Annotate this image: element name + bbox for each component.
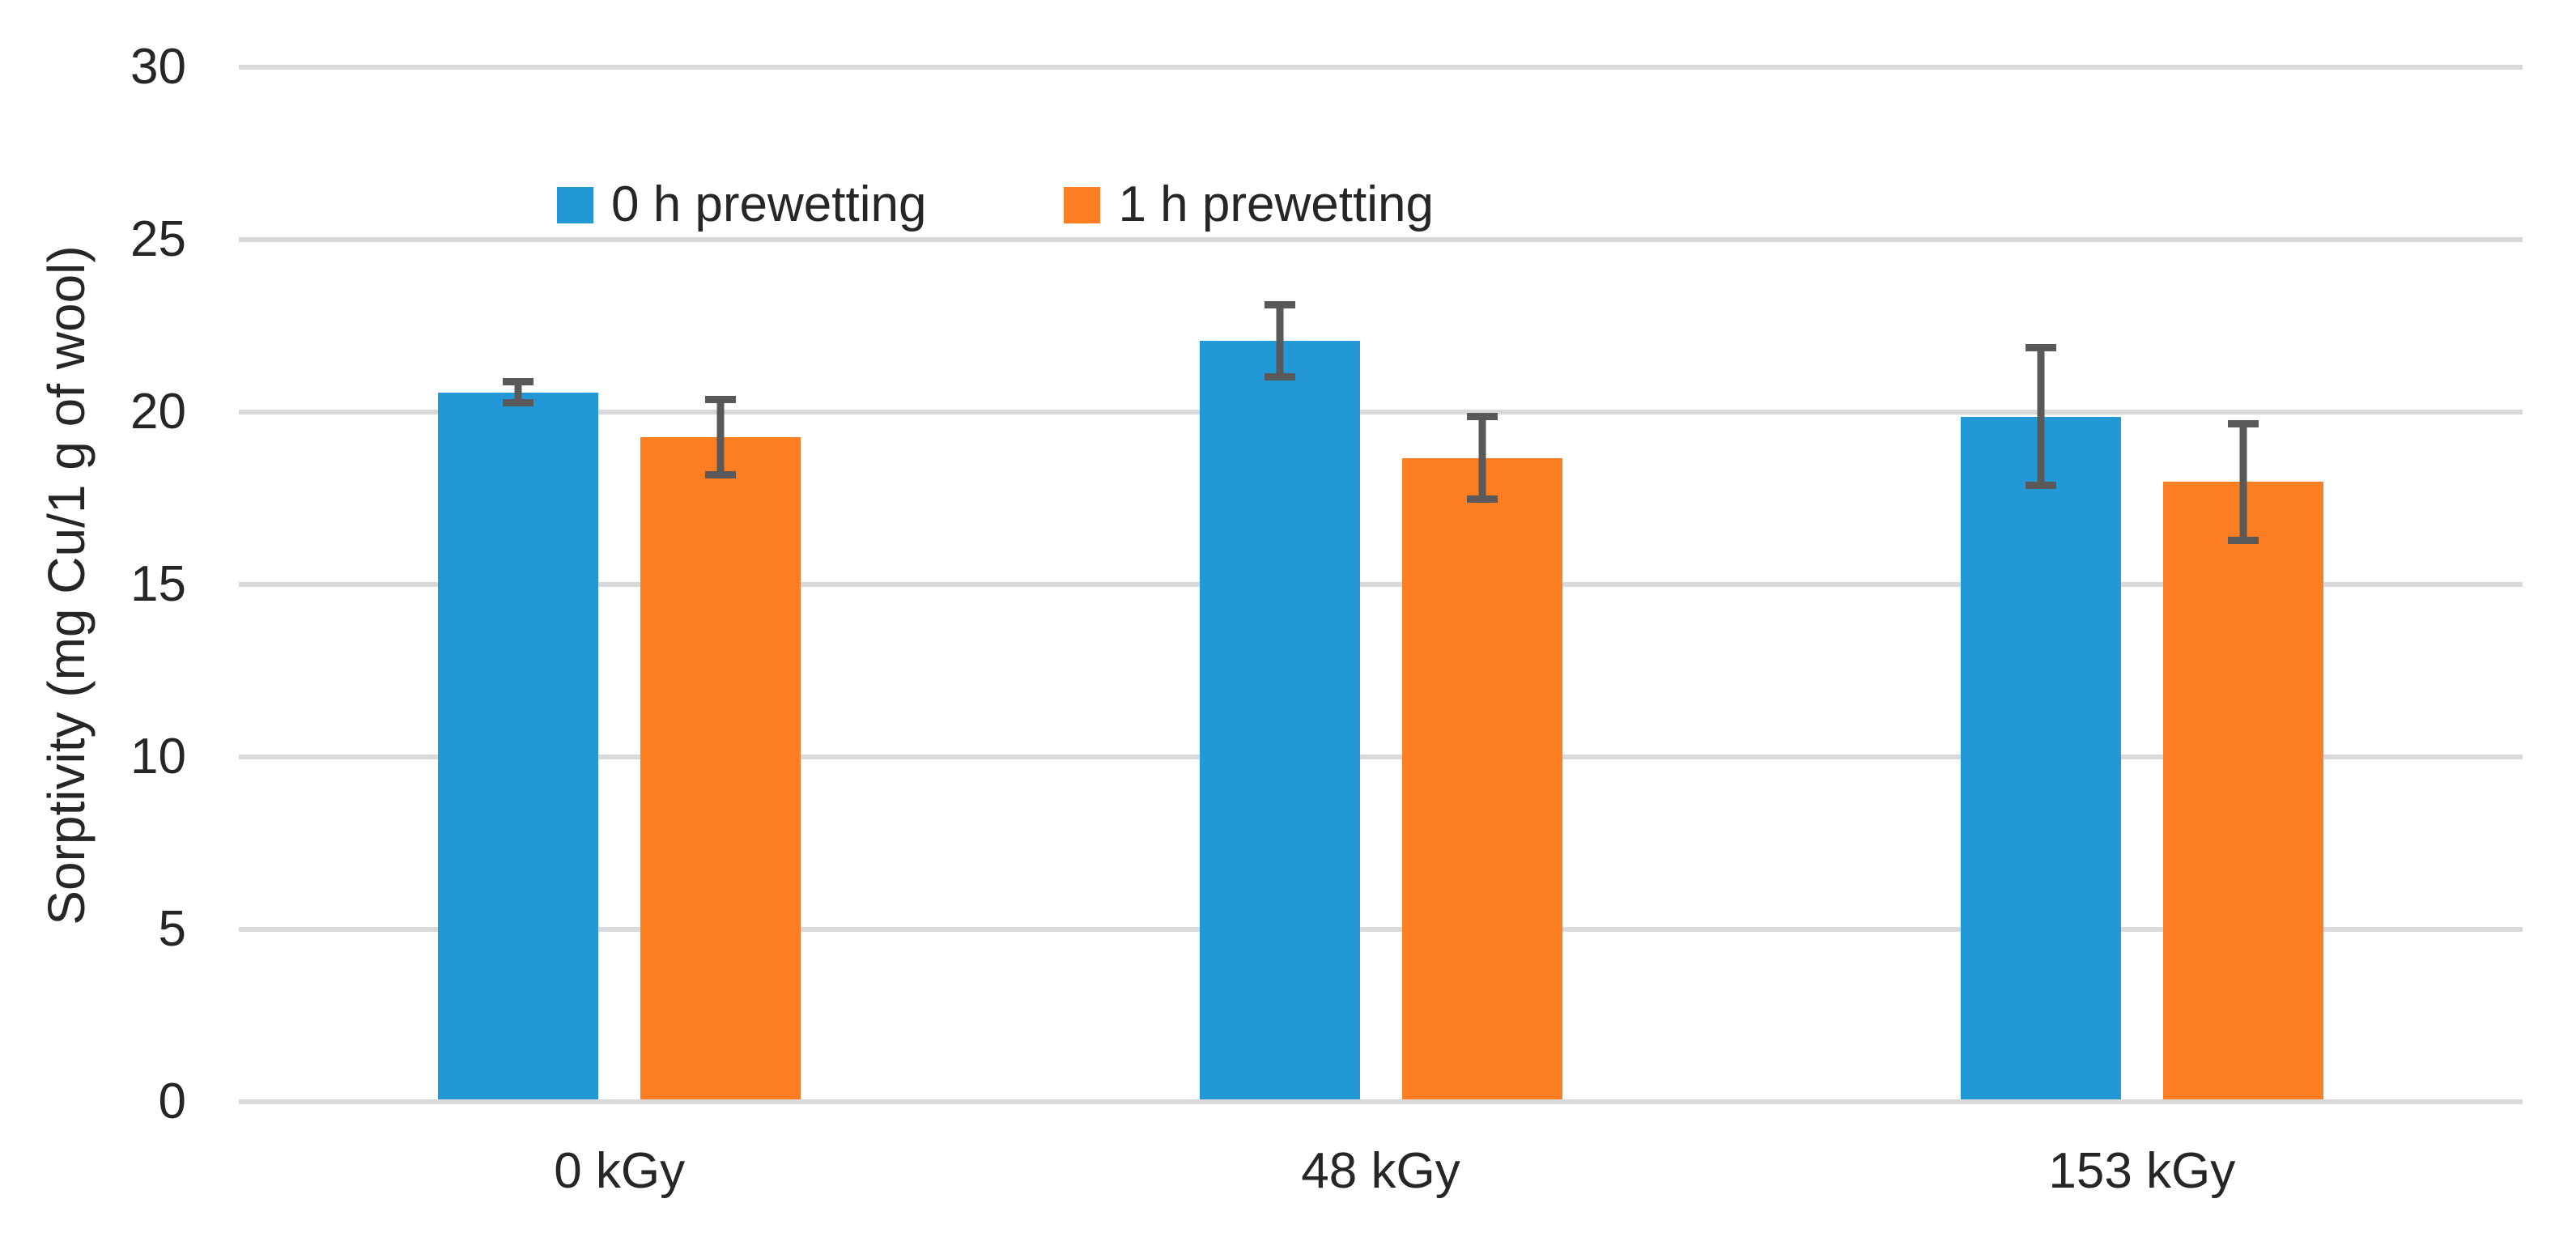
error-bar-line [2037,347,2045,486]
error-bar-cap-bottom [1264,373,1295,381]
bar [438,392,599,1099]
gridline [239,410,2523,414]
legend-item: 1 h prewetting [1064,176,1434,232]
error-bar-cap-top [1264,300,1295,308]
x-tick-label: 48 kGy [1301,1143,1460,1199]
bar [1401,457,1562,1099]
legend-swatch [557,186,593,223]
error-bar-line [514,381,522,403]
error-bar-cap-top [2025,343,2056,351]
gridline [239,65,2523,70]
error-bar-cap-bottom [503,398,534,406]
gridline [239,237,2523,242]
error-bar-cap-bottom [705,471,737,479]
error-bar-cap-bottom [1466,495,1498,504]
error-bar-line [1276,304,1283,377]
error-bar-cap-top [503,378,534,386]
x-tick-label: 153 kGy [2048,1143,2236,1199]
legend-item: 0 h prewetting [557,180,926,230]
y-tick-label: 0 [158,1073,186,1129]
y-tick-label: 25 [130,211,186,267]
legend-swatch [1064,186,1101,223]
gridline [239,927,2523,932]
x-tick-label: 0 kGy [554,1143,686,1199]
error-bar-cap-top [1466,413,1498,421]
bar [1199,340,1360,1099]
bar [640,437,801,1099]
y-tick-label: 5 [158,901,186,957]
gridline [239,582,2523,587]
y-tick-label: 30 [130,39,186,95]
error-bar-cap-bottom [2227,537,2259,545]
legend-label: 1 h prewetting [1118,176,1434,232]
error-bar-cap-top [2227,419,2259,427]
gridline [239,755,2523,759]
error-bar-line [2239,423,2247,541]
bar [2162,482,2323,1099]
bar [1960,416,2121,1099]
y-tick-label: 10 [130,729,186,784]
gridline [239,1099,2523,1104]
y-tick-label: 15 [130,556,186,612]
y-tick-label: 20 [130,384,186,440]
error-bar-line [716,399,725,475]
legend: 0 h prewetting 1 h prewetting [557,180,1434,230]
error-bar-cap-top [705,395,737,403]
error-bar-line [1478,416,1486,499]
error-bar-cap-bottom [2025,482,2056,490]
legend-label: 0 h prewetting [611,176,927,232]
